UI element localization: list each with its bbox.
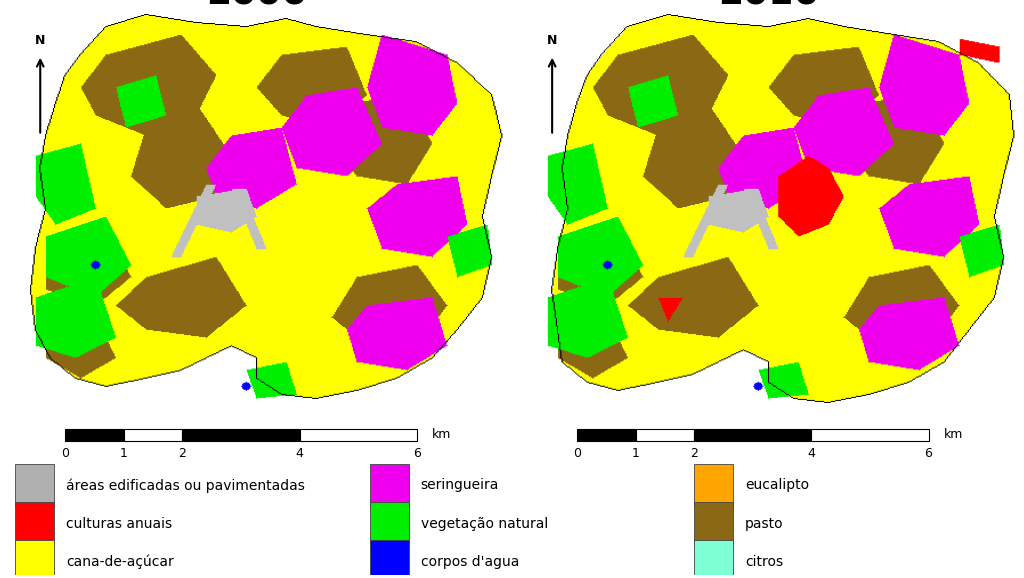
Text: N: N (35, 34, 45, 47)
Bar (694, 429, 811, 442)
Bar (15, 540, 54, 578)
Text: km: km (432, 428, 452, 441)
Bar (66, 429, 124, 442)
Bar (811, 429, 929, 442)
Text: 2: 2 (690, 447, 698, 460)
Text: km: km (943, 428, 963, 441)
Text: 4: 4 (296, 447, 303, 460)
Text: 2016: 2016 (718, 0, 818, 10)
Bar (300, 429, 417, 442)
Text: 0: 0 (61, 447, 70, 460)
Text: citros: citros (745, 555, 783, 569)
Bar (124, 429, 182, 442)
Text: áreas edificadas ou pavimentadas: áreas edificadas ou pavimentadas (66, 478, 305, 492)
Bar (636, 429, 694, 442)
Text: 4: 4 (808, 447, 815, 460)
Bar (370, 464, 409, 507)
Bar (694, 464, 733, 507)
Text: seringueira: seringueira (421, 479, 499, 492)
Text: 0: 0 (573, 447, 582, 460)
Text: 2006: 2006 (206, 0, 306, 10)
Bar (370, 540, 409, 578)
Text: corpos d'agua: corpos d'agua (421, 555, 519, 569)
Text: 1: 1 (632, 447, 640, 460)
Bar (182, 429, 300, 442)
Text: pasto: pasto (745, 517, 783, 531)
Bar (15, 502, 54, 545)
Bar (15, 464, 54, 507)
Bar (370, 502, 409, 545)
Text: N: N (547, 34, 557, 47)
Text: eucalipto: eucalipto (745, 479, 809, 492)
Bar (694, 540, 733, 578)
Text: 6: 6 (413, 447, 421, 460)
Bar (578, 429, 636, 442)
Text: culturas anuais: culturas anuais (66, 517, 172, 531)
Text: 2: 2 (178, 447, 186, 460)
Bar (694, 502, 733, 545)
Text: vegetação natural: vegetação natural (421, 517, 548, 531)
Text: cana-de-açúcar: cana-de-açúcar (66, 554, 174, 569)
Text: 1: 1 (120, 447, 128, 460)
Text: 6: 6 (925, 447, 933, 460)
